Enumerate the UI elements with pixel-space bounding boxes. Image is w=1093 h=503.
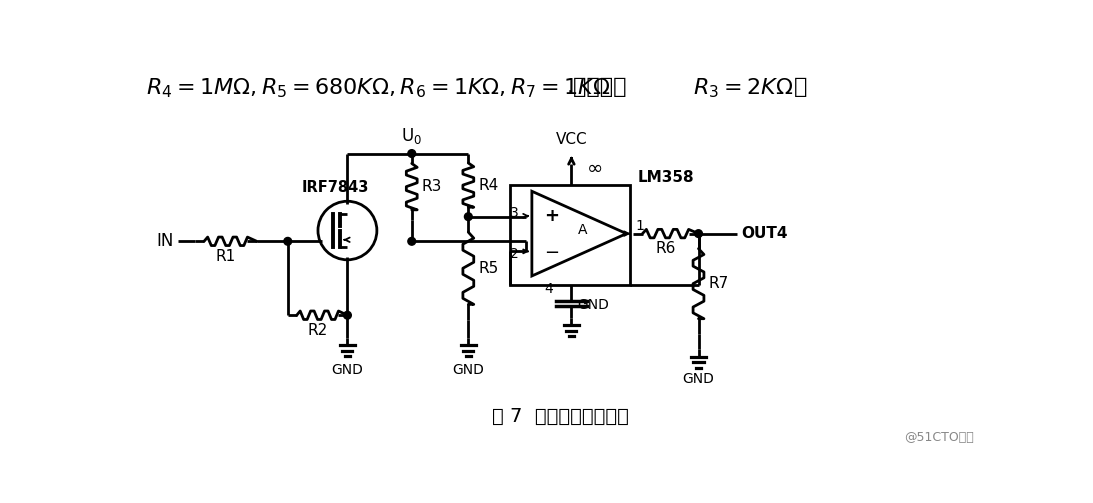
Text: R1: R1 <box>215 249 236 264</box>
Text: 4: 4 <box>544 282 553 296</box>
Circle shape <box>695 230 703 237</box>
Text: GND: GND <box>453 363 484 377</box>
Text: $R_4=1M\Omega,R_5=680K\Omega,R_6=1K\Omega,R_7=1K\Omega$: $R_4=1M\Omega,R_5=680K\Omega,R_6=1K\Omeg… <box>146 76 610 100</box>
Text: IN: IN <box>156 232 174 250</box>
Text: IRF7843: IRF7843 <box>302 180 369 195</box>
Text: GND: GND <box>577 298 610 312</box>
Text: LM358: LM358 <box>638 170 695 185</box>
Text: 1: 1 <box>636 219 645 233</box>
Bar <box>510 185 631 285</box>
Text: @51CTO博客: @51CTO博客 <box>904 431 974 444</box>
Text: R5: R5 <box>479 261 498 276</box>
Text: $R_3=2K\Omega$: $R_3=2K\Omega$ <box>693 76 794 100</box>
Text: GND: GND <box>331 363 363 377</box>
Circle shape <box>408 150 415 157</box>
Circle shape <box>408 237 415 245</box>
Text: VCC: VCC <box>555 132 587 146</box>
Text: +: + <box>543 207 559 225</box>
Text: U$_0$: U$_0$ <box>401 126 422 146</box>
Text: 3: 3 <box>510 206 519 220</box>
Text: R7: R7 <box>708 276 729 291</box>
Text: 。: 。 <box>794 76 808 97</box>
Text: 图 7  输出电阻测试电路: 图 7 输出电阻测试电路 <box>492 407 628 426</box>
Text: GND: GND <box>682 372 715 386</box>
Circle shape <box>343 311 351 319</box>
Text: A: A <box>578 223 588 237</box>
Circle shape <box>284 237 292 245</box>
Text: R6: R6 <box>656 241 675 257</box>
Text: .计算电阻: .计算电阻 <box>567 76 627 97</box>
Text: ∞: ∞ <box>587 158 603 178</box>
Text: R2: R2 <box>307 323 328 338</box>
Text: 2: 2 <box>510 246 519 261</box>
Text: R4: R4 <box>479 178 498 193</box>
Text: OUT4: OUT4 <box>741 226 788 241</box>
Circle shape <box>465 213 472 220</box>
Text: $-$: $-$ <box>543 242 559 261</box>
Text: R3: R3 <box>422 179 443 194</box>
